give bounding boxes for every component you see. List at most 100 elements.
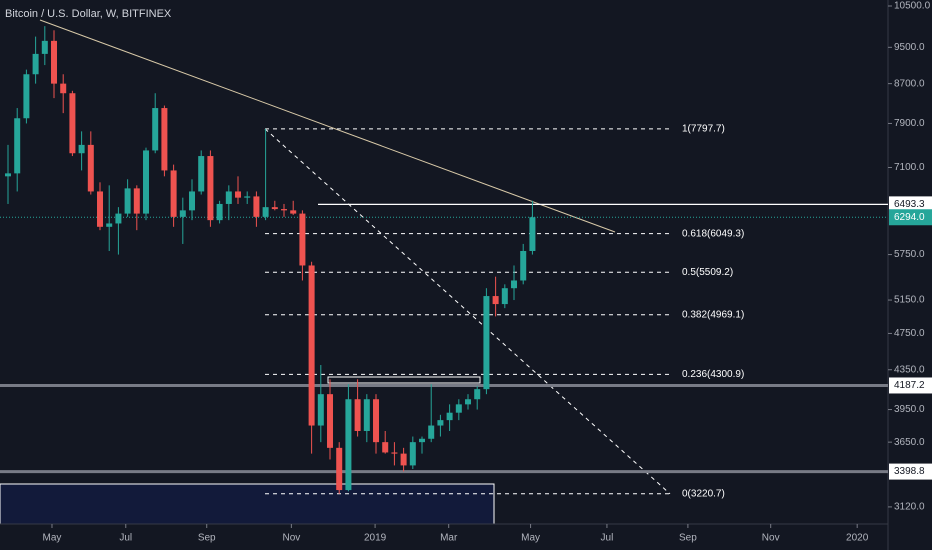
candle-body xyxy=(455,404,462,413)
x-tick-label: Sep xyxy=(198,533,216,544)
y-tick-label: 10500.0 xyxy=(894,1,931,12)
candle-body xyxy=(529,217,536,251)
candle-body xyxy=(23,74,30,119)
candle-body xyxy=(354,399,361,431)
price-label: 3398.8 xyxy=(894,466,925,477)
price-label-box xyxy=(889,196,932,213)
candle-body xyxy=(69,93,76,154)
fib-label: 1(7797.7) xyxy=(682,123,725,134)
candle-body xyxy=(308,265,315,426)
candle-body xyxy=(501,288,508,305)
candle-body xyxy=(271,207,278,210)
x-tick-label: Jul xyxy=(601,533,614,544)
candle-body xyxy=(290,210,297,214)
trend-line xyxy=(39,19,616,233)
candle-body xyxy=(124,188,131,214)
candle-body xyxy=(373,399,380,443)
candle-body xyxy=(483,296,490,390)
candle-body xyxy=(391,452,398,454)
y-tick-label: 4750.0 xyxy=(894,328,925,339)
candle-body xyxy=(244,196,251,198)
candle-body xyxy=(97,191,104,227)
candle-body xyxy=(336,447,343,491)
candle-body xyxy=(327,394,334,448)
candle-body xyxy=(446,412,453,421)
candle-body xyxy=(363,399,370,431)
x-tick-label: Nov xyxy=(282,533,300,544)
candle-body xyxy=(520,250,527,281)
x-tick-label: 2019 xyxy=(364,533,387,544)
fib-label: 0.382(4969.1) xyxy=(682,309,744,320)
candle-body xyxy=(115,213,122,224)
candle-body xyxy=(409,442,416,466)
y-tick-label: 9500.0 xyxy=(894,42,925,53)
candle-body xyxy=(235,191,242,198)
x-tick-label: 2020 xyxy=(846,533,869,544)
fib-diagonal xyxy=(264,128,671,495)
candle-body xyxy=(299,213,306,266)
fib-label: 0.5(5509.2) xyxy=(682,267,733,278)
candle-body xyxy=(492,296,499,305)
y-tick-label: 7100.0 xyxy=(894,162,925,173)
price-label-box xyxy=(889,463,932,480)
candle-body xyxy=(474,389,481,400)
candle-body xyxy=(400,453,407,466)
candle-body xyxy=(225,191,232,204)
y-tick-label: 5150.0 xyxy=(894,295,925,306)
price-label: 6294.0 xyxy=(894,212,925,223)
candle-body xyxy=(382,442,389,453)
candle-body xyxy=(5,173,12,177)
price-label-box xyxy=(889,209,932,226)
x-tick-label: Jul xyxy=(119,533,132,544)
candle-body xyxy=(465,399,472,405)
candle-body xyxy=(170,170,177,217)
candle-body xyxy=(317,394,324,426)
y-tick-label: 3120.0 xyxy=(894,502,925,513)
fib-label: 0.236(4300.9) xyxy=(682,369,744,380)
candle-body xyxy=(419,438,426,443)
candle-body xyxy=(207,156,214,221)
y-tick-label: 3650.0 xyxy=(894,437,925,448)
candle-body xyxy=(253,196,260,217)
candle-body xyxy=(60,83,67,94)
candle-body xyxy=(51,40,58,84)
y-tick-label: 5750.0 xyxy=(894,249,925,260)
price-label: 4187.2 xyxy=(894,380,925,391)
candle-body xyxy=(152,108,159,151)
candle-body xyxy=(179,210,186,217)
y-tick-label: 7900.0 xyxy=(894,118,925,129)
candle-body xyxy=(143,150,150,214)
candle-body xyxy=(511,280,518,289)
x-tick-label: May xyxy=(43,533,62,544)
fib-label: 0.618(6049.3) xyxy=(682,228,744,239)
candle-body xyxy=(189,191,196,211)
y-tick-label: 8700.0 xyxy=(894,78,925,89)
candle-body xyxy=(87,144,94,192)
fib-label: 0(3220.7) xyxy=(682,488,725,499)
price-label-box xyxy=(889,377,932,394)
candle-body xyxy=(133,188,140,214)
candle-body xyxy=(78,144,85,154)
candle-body xyxy=(428,425,435,439)
candle-body xyxy=(281,209,288,211)
candle-body xyxy=(345,399,352,491)
range-box xyxy=(0,483,495,525)
y-tick-label: 4350.0 xyxy=(894,364,925,375)
candle-body xyxy=(41,40,48,54)
x-tick-label: Mar xyxy=(440,533,458,544)
y-tick-label: 3950.0 xyxy=(894,404,925,415)
candle-body xyxy=(32,53,39,75)
x-tick-label: Sep xyxy=(679,533,697,544)
chart-title: Bitcoin / U.S. Dollar, W, BITFINEX xyxy=(5,8,172,20)
candle-body xyxy=(262,207,269,217)
candle-body xyxy=(106,223,113,227)
candle-body xyxy=(216,203,223,221)
candle-body xyxy=(437,420,444,426)
candle-body xyxy=(14,118,21,174)
price-label: 6493.3 xyxy=(894,199,925,210)
candle-body xyxy=(198,156,205,192)
candle-body xyxy=(161,108,168,171)
x-tick-label: Nov xyxy=(762,533,780,544)
